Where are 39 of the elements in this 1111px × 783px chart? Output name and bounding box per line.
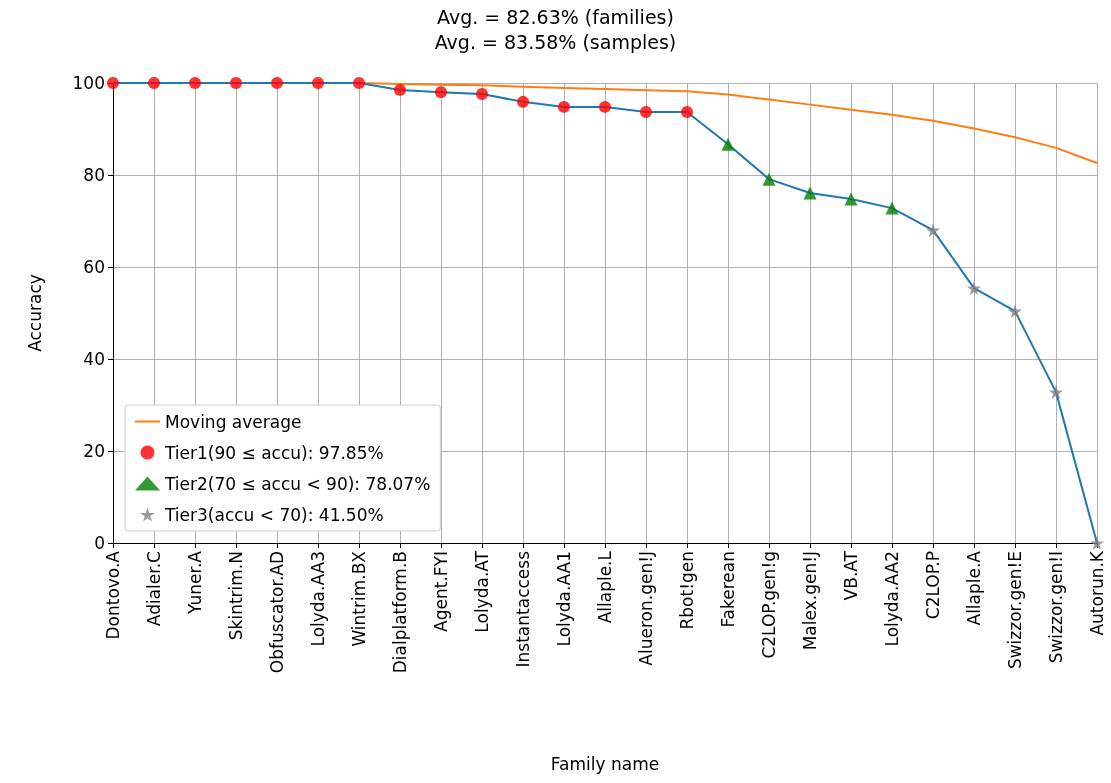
y-tick-label: 40 xyxy=(83,349,105,369)
x-tick-label: Autorun.K xyxy=(1087,550,1107,636)
legend-label: Tier2(70 ≤ accu < 90): 78.07% xyxy=(164,473,431,494)
x-tick-label: Lolyda.AA3 xyxy=(308,551,328,647)
x-tick-label: Fakerean xyxy=(718,551,738,628)
x-tick-label: Wintrim.BX xyxy=(349,550,369,647)
x-tick-label: Adialer.C xyxy=(144,551,164,627)
x-tick-label: Lolyda.AA2 xyxy=(882,551,902,647)
x-tick-label: Swizzor.gen!E xyxy=(1005,551,1025,670)
x-tick-label: Alueron.gen!J xyxy=(636,551,656,666)
chart-title: Avg. = 82.63% (families) xyxy=(437,5,674,28)
x-tick-label: Skintrim.N xyxy=(226,551,246,641)
x-tick-label: Swizzor.gen!I xyxy=(1046,551,1066,664)
x-tick-label: Rbot!gen xyxy=(677,551,697,630)
x-tick-label: Dialplatform.B xyxy=(390,551,410,674)
y-tick-label: 0 xyxy=(94,533,105,553)
x-tick-label: C2LOP.gen!g xyxy=(759,551,779,659)
legend-label: Moving average xyxy=(165,411,302,432)
x-tick-label: C2LOP.P xyxy=(923,551,943,620)
x-tick-label: Dontovo.A xyxy=(103,550,123,640)
x-tick-label: Obfuscator.AD xyxy=(267,551,287,674)
y-tick-label: 20 xyxy=(83,441,105,461)
y-tick-label: 100 xyxy=(72,73,105,93)
legend-label: Tier1(90 ≤ accu): 97.85% xyxy=(164,442,384,463)
x-tick-label: Allaple.A xyxy=(964,550,984,626)
x-tick-label: Lolyda.AA1 xyxy=(554,551,574,647)
y-axis-title: Accuracy xyxy=(24,274,45,352)
y-tick-label: 60 xyxy=(83,257,105,277)
x-tick-label: Allaple.L xyxy=(595,550,615,624)
x-tick-label: VB.AT xyxy=(841,550,861,601)
x-tick-label: Malex.gen!J xyxy=(800,551,820,651)
y-tick-label: 80 xyxy=(83,165,105,185)
chart-subtitle: Avg. = 83.58% (samples) xyxy=(434,30,677,53)
x-tick-label: Agent.FYI xyxy=(431,551,451,632)
x-axis-title: Family name xyxy=(550,753,660,774)
x-tick-label: Lolyda.AT xyxy=(472,550,492,633)
x-tick-label: Yuner.A xyxy=(185,550,205,615)
legend-label: Tier3(accu < 70): 41.50% xyxy=(164,504,384,525)
x-tick-label: Instantaccess xyxy=(513,550,533,668)
